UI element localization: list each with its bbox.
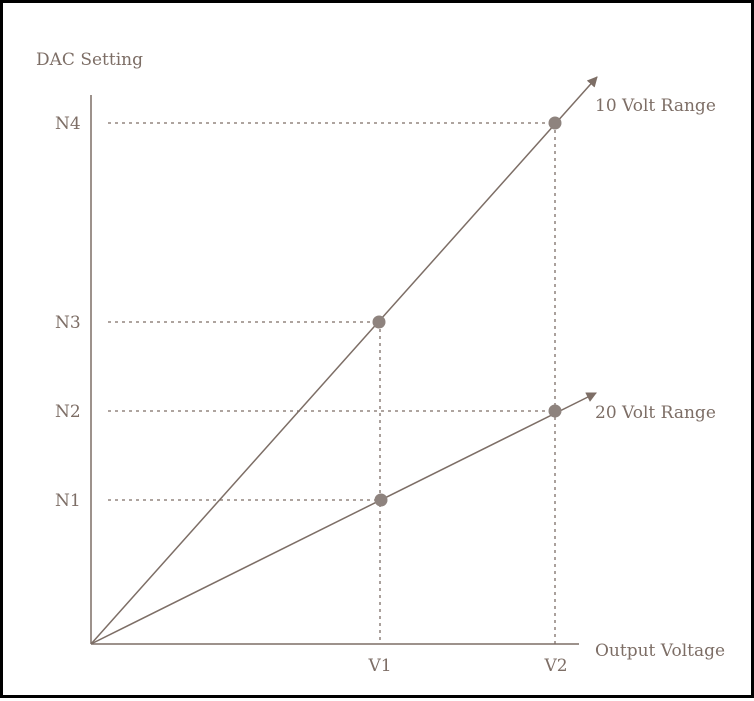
x-tick-v2: V2 (543, 656, 567, 676)
dac-diagram: DAC Setting Output Voltage N4 N3 N2 N1 V… (36, 50, 725, 676)
y-tick-n1: N1 (55, 491, 81, 511)
y-axis-label: DAC Setting (36, 50, 143, 70)
y-tick-n4: N4 (55, 114, 81, 134)
y-tick-n3: N3 (55, 313, 81, 333)
x-axis-label: Output Voltage (595, 641, 725, 661)
y-tick-n2: N2 (55, 402, 81, 422)
point-v2-n2 (548, 404, 562, 418)
point-v1-n3 (372, 315, 386, 329)
label-10-volt-range: 10 Volt Range (595, 96, 716, 116)
line-10-volt-range (90, 76, 598, 645)
point-v1-n1 (374, 493, 388, 507)
x-tick-v1: V1 (367, 656, 391, 676)
line-20-volt-range (90, 392, 597, 645)
point-v2-n4 (548, 116, 562, 130)
label-20-volt-range: 20 Volt Range (595, 403, 716, 423)
